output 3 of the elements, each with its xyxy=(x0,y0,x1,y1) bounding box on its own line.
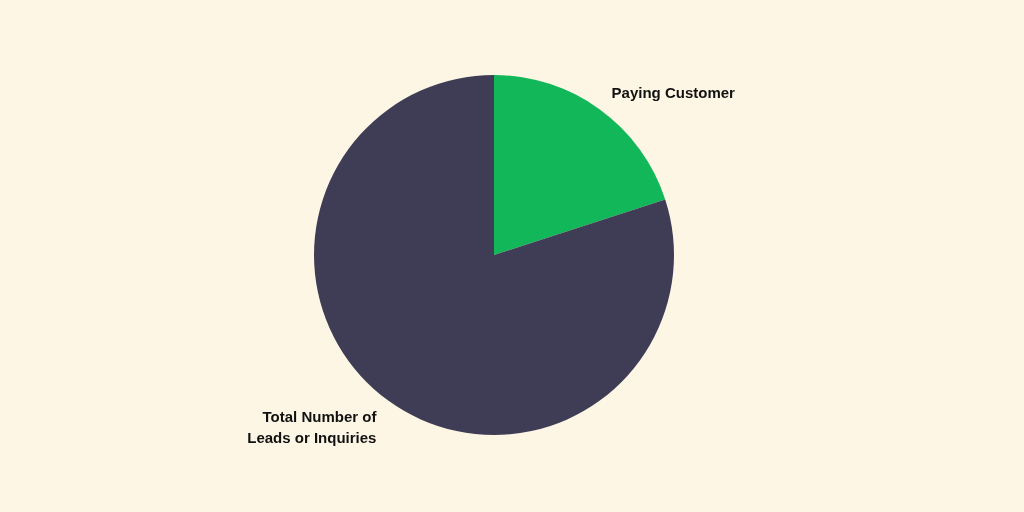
pie-slice xyxy=(494,75,666,255)
slice-label: Total Number of Leads or Inquiries xyxy=(247,407,378,446)
slice-label: Paying Customer xyxy=(611,84,736,102)
